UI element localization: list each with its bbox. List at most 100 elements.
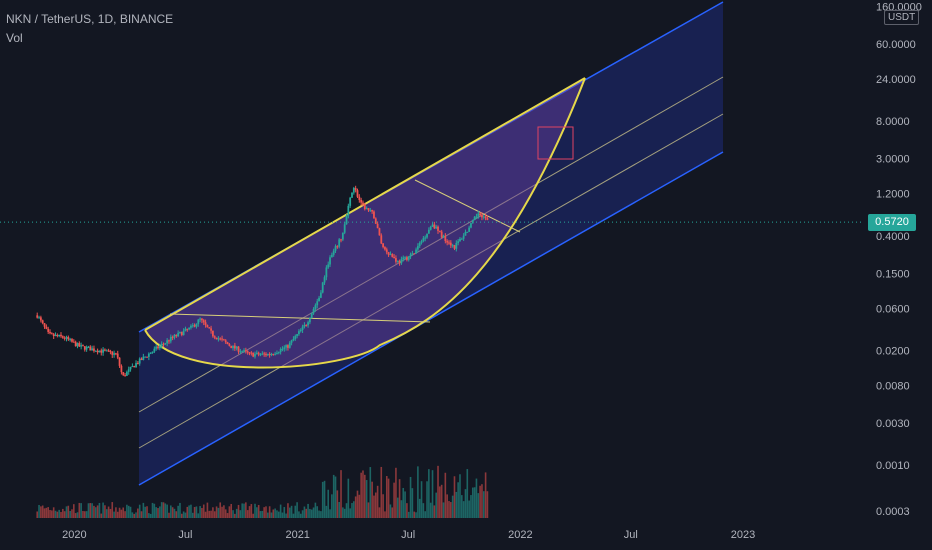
candle-body <box>316 301 319 306</box>
candle-body <box>125 371 128 376</box>
volume-bar <box>98 502 101 518</box>
volume-bar <box>362 470 364 518</box>
candle-body <box>217 338 220 340</box>
candle-body <box>292 338 295 341</box>
volume-bar <box>450 502 452 518</box>
candle-body <box>140 358 143 360</box>
candle-body <box>285 345 288 348</box>
channel-mid-line[interactable] <box>138 76 724 413</box>
volume-bar <box>486 491 489 518</box>
candle-body <box>171 336 174 338</box>
candle-body <box>468 227 471 232</box>
candle-body <box>362 202 364 205</box>
candle-body <box>437 226 439 231</box>
volume-bar <box>78 502 81 518</box>
candle-body <box>213 336 216 338</box>
volume-bar <box>270 512 273 518</box>
candle-body <box>43 323 46 327</box>
candle-body <box>127 369 130 372</box>
neckline[interactable] <box>169 313 431 323</box>
currency-unit-label[interactable]: USDT <box>884 10 920 25</box>
candle-body <box>277 352 280 354</box>
candle-body <box>431 224 434 227</box>
volume-bar <box>303 506 306 518</box>
volume-bar <box>217 507 220 518</box>
volume-bar <box>105 509 108 518</box>
volume-bar <box>137 508 139 518</box>
volume-bar <box>314 502 317 518</box>
candle-body <box>45 326 48 329</box>
cup-curve[interactable] <box>144 77 586 369</box>
candle-body <box>233 345 236 349</box>
candle-body <box>314 305 317 310</box>
candle-body <box>415 249 417 254</box>
candle-body <box>464 231 467 236</box>
candle-body <box>354 188 357 191</box>
candle-body <box>91 348 94 351</box>
volume-bar <box>382 494 384 518</box>
candle-body <box>318 297 320 302</box>
candle-body <box>199 318 201 320</box>
time-axis[interactable]: 2020 Jul 2021 Jul 2022 Jul 2023 <box>62 529 755 541</box>
volume-bar <box>235 508 238 518</box>
volume-bar <box>230 503 233 518</box>
symbol-title[interactable]: NKN / TetherUS, 1D, BINANCE <box>6 12 174 26</box>
volume-bar <box>215 506 218 518</box>
volume-bar <box>338 501 340 518</box>
candle-body <box>259 354 262 356</box>
chart-header: NKN / TetherUS, 1D, BINANCE Vol <box>6 10 173 48</box>
volume-bar <box>420 481 423 518</box>
channel-lower-line[interactable] <box>138 151 724 486</box>
volume-bar <box>82 511 84 518</box>
candle-body <box>72 341 75 343</box>
volume-bar <box>133 513 136 518</box>
volume-bar <box>283 507 286 518</box>
volume-bar <box>433 505 436 518</box>
volume-bar <box>263 507 265 518</box>
volume-bar <box>422 503 425 518</box>
volume-bar <box>245 502 247 518</box>
volume-bar <box>404 491 406 518</box>
candle-body <box>409 254 412 257</box>
volume-bar <box>364 474 366 518</box>
volume-bar <box>182 511 185 518</box>
candle-body <box>155 346 158 349</box>
volume-bar <box>186 506 189 518</box>
candle-body <box>435 226 438 229</box>
candle-body <box>481 215 483 218</box>
candle-body <box>387 252 390 255</box>
volume-bar <box>80 503 82 518</box>
handle-line[interactable] <box>414 179 521 233</box>
candle-body <box>243 350 245 352</box>
volume-bar <box>385 476 388 518</box>
price-axis-tick: 24.0000 <box>876 74 916 86</box>
volume-indicator-label[interactable]: Vol <box>6 31 23 45</box>
candle-body <box>188 327 191 330</box>
candle-body <box>312 309 315 314</box>
volume-bar <box>171 507 174 518</box>
target-zone-box[interactable] <box>537 126 574 160</box>
volume-bar <box>67 505 70 518</box>
candle-body <box>321 282 324 293</box>
volume-bar <box>323 480 326 518</box>
volume-bar <box>224 509 227 518</box>
price-axis[interactable]: 160.000060.000024.00008.00003.00001.2000… <box>876 2 922 518</box>
candle-body <box>438 230 441 232</box>
volume-bar <box>142 502 145 518</box>
candle-body <box>175 334 178 337</box>
candle-body <box>177 332 180 337</box>
candle-body <box>168 340 170 342</box>
volume-bar <box>290 505 293 518</box>
channel-inner-line[interactable] <box>138 113 724 449</box>
candle-body <box>160 343 163 346</box>
candle-body <box>319 292 322 298</box>
volume-bar <box>287 503 289 518</box>
candle-body <box>115 353 117 355</box>
candle-body <box>208 327 211 329</box>
candle-body <box>363 204 366 210</box>
volume-bar <box>256 507 258 518</box>
price-axis-tick: 0.1500 <box>876 268 910 280</box>
volume-bar <box>299 513 302 518</box>
volume-bar <box>342 507 344 518</box>
